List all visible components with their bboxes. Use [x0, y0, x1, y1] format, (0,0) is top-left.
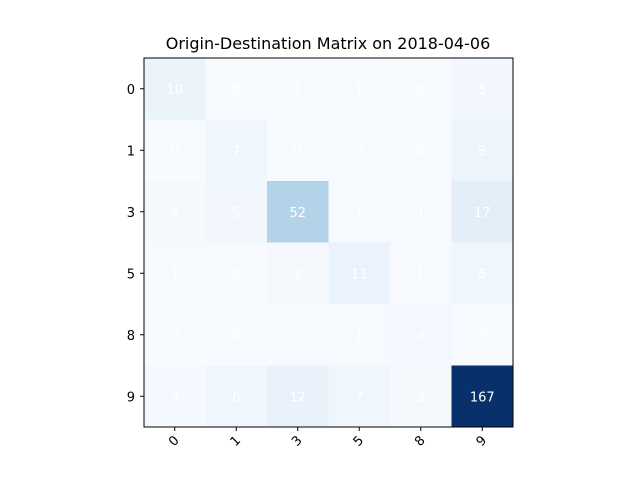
cell-value-label: 0 — [232, 329, 240, 344]
cell-value-label: 4 — [417, 329, 425, 344]
heatmap-cell — [144, 58, 206, 120]
cell-value-label: 0 — [232, 83, 240, 98]
y-tick-label: 5 — [127, 267, 135, 282]
heatmap-cell — [390, 242, 452, 305]
cell-value-label: 2 — [171, 206, 179, 221]
heatmap-cell — [267, 58, 329, 120]
x-axis: 0 1 3 5 8 9 — [166, 427, 490, 450]
cell-value-label: 1 — [294, 83, 302, 98]
cell-value-label: 0 — [478, 329, 486, 344]
heatmap-cells — [144, 58, 514, 428]
heatmap-cell — [390, 119, 452, 182]
cell-value-label: 1 — [171, 267, 179, 282]
heatmap-cell — [205, 119, 268, 182]
heatmap-cell-labels: 10 0 1 1 0 50 7 0 0 0 82 5 52 1 1 171 0 2 11 1 60 0 0 1 4 03 6 12 7 2… — [166, 83, 494, 406]
y-tick-label: 8 — [127, 329, 135, 344]
cell-value-label: 1 — [355, 83, 363, 98]
heatmap-cell — [267, 181, 329, 243]
heatmap-cell — [144, 242, 206, 305]
plot-frame — [143, 57, 514, 428]
cell-value-label: 0 — [355, 144, 363, 159]
cell-value-label: 0 — [171, 144, 179, 159]
cell-value-label: 7 — [355, 390, 363, 405]
cell-value-label: 1 — [417, 267, 425, 282]
heatmap-cell — [390, 304, 452, 366]
cell-value-label: 167 — [470, 390, 495, 405]
cell-value-label: 8 — [478, 144, 486, 159]
heatmap-cell — [144, 181, 206, 243]
cell-value-label: 10 — [166, 83, 183, 98]
heatmap-cell — [328, 242, 391, 305]
x-tick-label: 8 — [412, 433, 428, 449]
cell-value-label: 0 — [232, 267, 240, 282]
heatmap-cell — [144, 304, 206, 366]
cell-value-label: 6 — [478, 267, 486, 282]
cell-value-label: 2 — [417, 390, 425, 405]
heatmap-cell — [451, 304, 514, 366]
cell-value-label: 3 — [171, 390, 179, 405]
cell-value-label: 11 — [351, 267, 368, 282]
heatmap-cell — [451, 119, 514, 182]
heatmap-cell — [390, 58, 452, 120]
cell-value-label: 0 — [294, 144, 302, 159]
cell-value-label: 1 — [355, 206, 363, 221]
heatmap-cell — [328, 365, 391, 428]
heatmap-cell — [328, 181, 391, 243]
x-tick-label: 9 — [474, 433, 490, 449]
cell-value-label: 1 — [355, 329, 363, 344]
heatmap-cell — [328, 304, 391, 366]
heatmap-cell — [144, 365, 206, 428]
y-tick-label: 0 — [127, 83, 135, 98]
heatmap-cell — [451, 58, 514, 120]
heatmap-cell — [267, 119, 329, 182]
y-tick-label: 3 — [127, 206, 135, 221]
cell-value-label: 12 — [289, 390, 306, 405]
x-tick-label: 5 — [351, 433, 367, 449]
cell-value-label: 0 — [171, 329, 179, 344]
heatmap-cell — [205, 365, 268, 428]
x-tick-label: 1 — [228, 433, 244, 449]
cell-value-label: 52 — [289, 206, 306, 221]
heatmap-cell — [390, 181, 452, 243]
heatmap-cell — [328, 119, 391, 182]
cell-value-label: 5 — [478, 83, 486, 98]
heatmap-cell — [451, 242, 514, 305]
y-tick-label: 9 — [127, 390, 135, 405]
heatmap-cell — [144, 119, 206, 182]
heatmap-cell — [390, 365, 452, 428]
cell-value-label: 0 — [294, 329, 302, 344]
y-tick-label: 1 — [127, 144, 135, 159]
heatmap-cell — [451, 181, 514, 243]
cell-value-label: 0 — [417, 144, 425, 159]
cell-value-label: 7 — [232, 144, 240, 159]
chart-title: Origin-Destination Matrix on 2018-04-06 — [166, 34, 491, 53]
heatmap-cell — [205, 181, 268, 243]
heatmap-cell — [205, 304, 268, 366]
heatmap-cell — [267, 304, 329, 366]
cell-value-label: 6 — [232, 390, 240, 405]
heatmap-cell — [267, 242, 329, 305]
cell-value-label: 0 — [417, 83, 425, 98]
cell-value-label: 5 — [232, 206, 240, 221]
cell-value-label: 17 — [474, 206, 491, 221]
x-tick-label: 3 — [289, 433, 305, 449]
cell-value-label: 1 — [417, 206, 425, 221]
y-axis: 0 1 3 5 8 9 — [127, 83, 144, 405]
heatmap-cell — [267, 365, 329, 428]
cell-value-label: 2 — [294, 267, 302, 282]
heatmap-cell — [328, 58, 391, 120]
heatmap-cell — [205, 58, 268, 120]
x-tick-label: 0 — [166, 433, 182, 449]
heatmap-cell — [451, 365, 514, 428]
heatmap-cell — [205, 242, 268, 305]
